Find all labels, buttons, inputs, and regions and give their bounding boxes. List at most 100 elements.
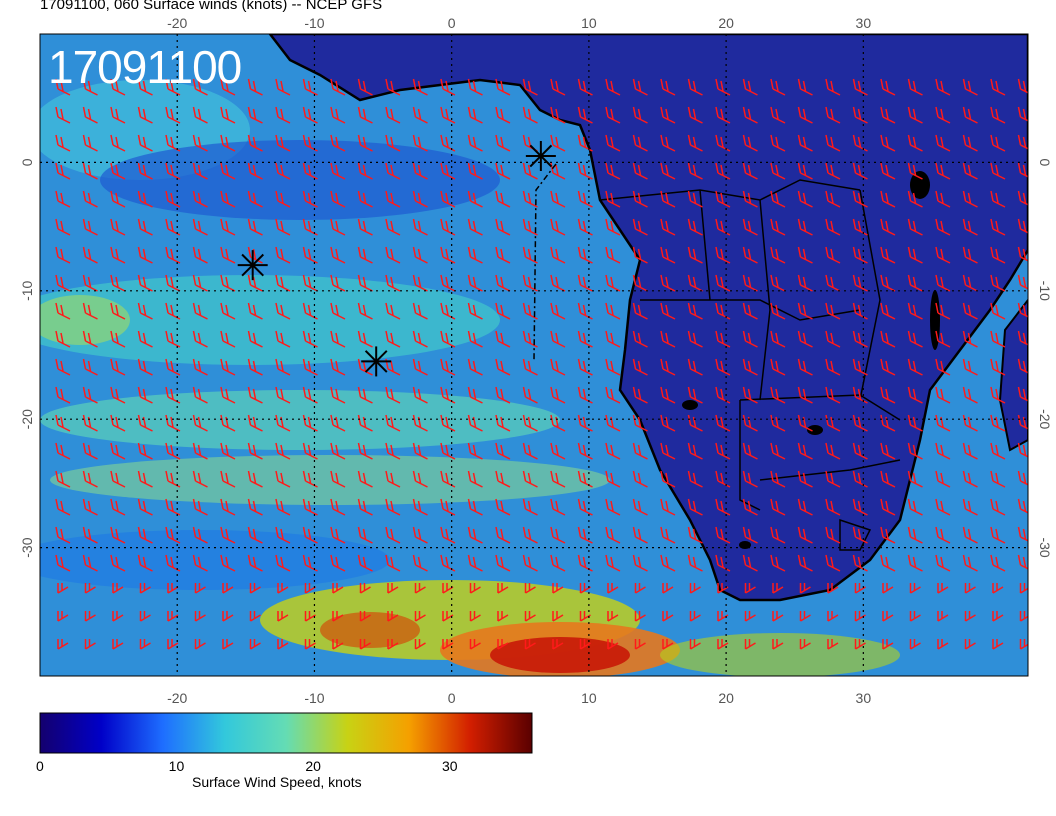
wind-barb — [935, 386, 951, 404]
wind-barb — [522, 414, 538, 432]
wind-barb — [852, 302, 868, 320]
wind-barb — [385, 106, 401, 124]
wind-barb — [632, 554, 648, 572]
wind-barb — [550, 526, 566, 544]
wind-barb — [522, 330, 538, 348]
wind-barb — [715, 498, 731, 516]
wind-barb — [495, 414, 511, 432]
wind-barb — [632, 470, 648, 488]
wind-barb — [387, 639, 399, 650]
wind-barb — [579, 583, 591, 594]
wind-barb — [304, 639, 316, 650]
wind-barb — [880, 330, 896, 348]
wind-barb — [772, 611, 784, 622]
wind-barb — [605, 302, 621, 320]
wind-barb — [797, 498, 813, 516]
wind-barb — [137, 190, 153, 208]
wind-barb — [220, 526, 236, 544]
wind-barb — [165, 78, 181, 96]
wind-barb — [935, 526, 951, 544]
wind-barb — [907, 302, 923, 320]
wind-barb — [385, 526, 401, 544]
wind-barb — [852, 498, 868, 516]
wind-barb — [137, 554, 153, 572]
wind-barb — [797, 386, 813, 404]
wind-barb — [962, 134, 978, 152]
wind-barb — [137, 162, 153, 180]
wind-barb — [220, 190, 236, 208]
map-frame — [39, 33, 1029, 677]
wind-barb — [797, 358, 813, 376]
wind-barb — [1017, 386, 1028, 402]
wind-barb — [55, 330, 71, 348]
wind-barb — [605, 358, 621, 376]
wind-barb — [992, 639, 1004, 650]
wind-barb — [302, 386, 318, 404]
wind-barb — [304, 583, 316, 594]
wind-barb — [165, 554, 181, 572]
wind-barb — [247, 302, 263, 320]
wind-barb — [302, 526, 318, 544]
wind-barb — [247, 274, 263, 292]
wind-barb — [412, 274, 428, 292]
wind-barb — [467, 78, 483, 96]
wind-barb — [332, 639, 344, 650]
wind-barb — [55, 526, 71, 544]
wind-barb — [82, 302, 98, 320]
wind-barb — [110, 470, 126, 488]
wind-barb — [689, 639, 701, 650]
wind-barb — [715, 218, 731, 236]
wind-barb — [522, 358, 538, 376]
wind-barb — [192, 442, 208, 460]
storm-marker — [361, 346, 392, 377]
wind-barb — [770, 554, 786, 572]
wind-barb — [467, 554, 483, 572]
wind-barb — [275, 498, 291, 516]
wind-barb — [330, 330, 346, 348]
wind-barb — [907, 526, 923, 544]
wind-barb — [167, 583, 179, 594]
wind-barb — [55, 218, 71, 236]
wind-barb — [715, 442, 731, 460]
wind-barb — [1017, 526, 1028, 542]
wind-barb — [962, 246, 978, 264]
wind-barb — [84, 639, 96, 650]
wind-barb — [715, 190, 731, 208]
wind-barb — [880, 246, 896, 264]
wind-barb — [550, 386, 566, 404]
wind-barb — [662, 611, 674, 622]
wind-barb — [990, 330, 1006, 348]
wind-barb — [110, 330, 126, 348]
wind-barb — [194, 639, 206, 650]
wind-barb — [632, 498, 648, 516]
wind-barb — [660, 302, 676, 320]
wind-barb — [827, 611, 839, 622]
wind-barb — [632, 190, 648, 208]
wind-barb — [110, 442, 126, 460]
wind-barb — [495, 302, 511, 320]
wind-barb — [935, 358, 951, 376]
wind-barb — [742, 106, 758, 124]
wind-barb — [524, 639, 536, 650]
wind-barb — [440, 330, 456, 348]
wind-barb — [990, 302, 1006, 320]
wind-barb — [110, 358, 126, 376]
wind-barb — [192, 246, 208, 264]
wind-barb — [357, 106, 373, 124]
colorbar — [39, 712, 533, 754]
wind-barb — [962, 330, 978, 348]
wind-barb — [220, 470, 236, 488]
wind-barb — [962, 358, 978, 376]
wind-barb — [907, 134, 923, 152]
wind-barb — [797, 330, 813, 348]
wind-barb — [962, 498, 978, 516]
wind-barb — [192, 526, 208, 544]
wind-barb — [385, 78, 401, 96]
wind-barb — [220, 386, 236, 404]
wind-barb — [605, 526, 621, 544]
wind-barb — [302, 498, 318, 516]
wind-barb — [689, 583, 701, 594]
wind-barb — [854, 583, 866, 594]
wind-barb — [770, 162, 786, 180]
